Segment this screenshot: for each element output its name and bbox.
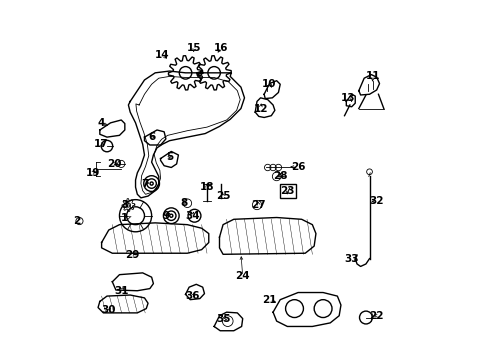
Text: 16: 16 <box>214 43 228 53</box>
Text: 28: 28 <box>272 171 287 181</box>
Text: 7: 7 <box>141 179 148 189</box>
Text: 32: 32 <box>368 197 383 206</box>
Text: 13: 13 <box>340 93 355 103</box>
Text: 33: 33 <box>344 253 358 264</box>
Text: 35: 35 <box>215 314 230 324</box>
Text: 14: 14 <box>155 50 169 60</box>
Text: 11: 11 <box>365 71 380 81</box>
Text: 22: 22 <box>368 311 383 321</box>
Text: 10: 10 <box>262 78 276 89</box>
Text: 31: 31 <box>114 286 128 296</box>
Text: 34: 34 <box>185 211 200 221</box>
Text: 15: 15 <box>187 43 202 53</box>
Text: 24: 24 <box>235 271 249 282</box>
Text: 27: 27 <box>251 200 265 210</box>
Text: 30: 30 <box>102 305 116 315</box>
Text: 36: 36 <box>185 291 200 301</box>
Text: 6: 6 <box>148 132 155 142</box>
Text: 19: 19 <box>85 168 100 178</box>
Text: 29: 29 <box>124 250 139 260</box>
Text: 2: 2 <box>73 216 80 226</box>
Text: 21: 21 <box>262 295 276 305</box>
Text: 20: 20 <box>107 159 121 169</box>
Bar <box>280 184 296 198</box>
Text: 3: 3 <box>121 200 128 210</box>
Text: 17: 17 <box>94 139 109 149</box>
Text: 8: 8 <box>180 198 187 208</box>
Text: 25: 25 <box>215 191 230 201</box>
Text: 5: 5 <box>165 152 173 162</box>
Text: 4: 4 <box>98 118 105 128</box>
Text: 26: 26 <box>290 162 305 172</box>
Text: 18: 18 <box>199 182 214 192</box>
Text: 1: 1 <box>121 212 128 222</box>
Text: 9: 9 <box>162 211 169 221</box>
Text: 12: 12 <box>253 104 267 113</box>
Text: 23: 23 <box>280 186 294 196</box>
